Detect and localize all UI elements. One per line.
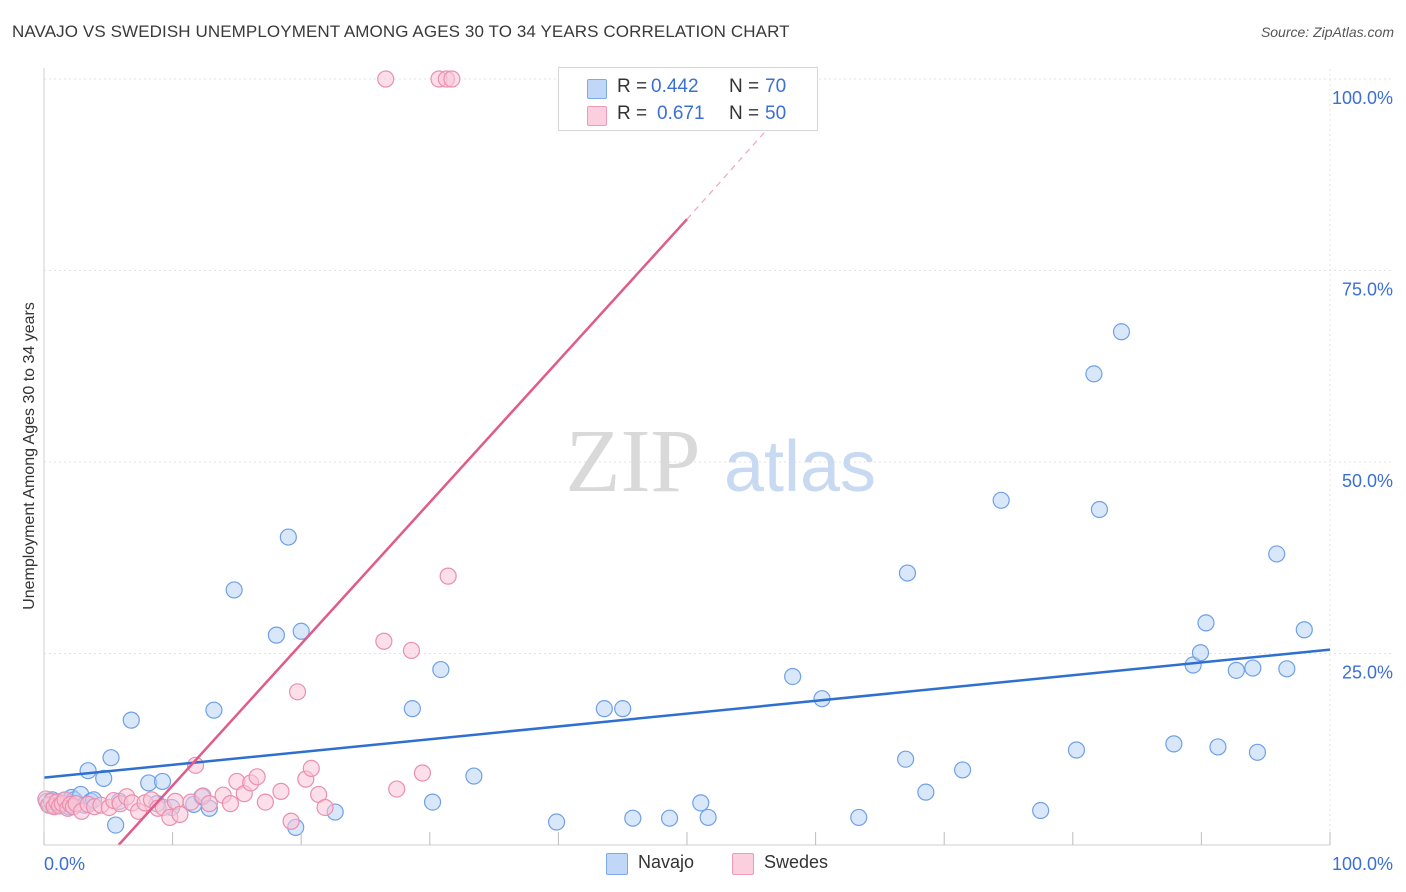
navajo-point: [1244, 659, 1262, 677]
legend-n-navajo: 70: [765, 76, 787, 97]
legend-n-label: N =: [729, 103, 760, 124]
y-tick-label: 50.0%: [1342, 471, 1393, 491]
navajo-point: [953, 761, 972, 779]
swedes-point: [256, 793, 274, 811]
swedes-point: [282, 812, 300, 830]
watermark-zip: ZIP: [566, 412, 701, 511]
swedes-points: [37, 70, 461, 830]
navajo-point: [95, 769, 113, 787]
navajo-point: [614, 700, 632, 718]
y-tick-label: 100.0%: [1332, 88, 1393, 108]
y-tick-label: 25.0%: [1342, 663, 1393, 683]
swedes-point: [443, 70, 461, 88]
swedes-point: [316, 798, 334, 817]
navajo-point: [1268, 545, 1286, 563]
x-tick-label: 100.0%: [1332, 854, 1393, 874]
swedes-point: [302, 759, 320, 778]
y-axis-label: Unemployment Among Ages 30 to 34 years: [21, 302, 38, 610]
navajo-point: [403, 700, 421, 718]
navajo-point: [692, 794, 710, 812]
legend-n-label: N =: [729, 76, 760, 97]
swedes-point: [413, 764, 432, 782]
navajo-point: [850, 808, 868, 827]
y-tick-label: 75.0%: [1342, 280, 1393, 300]
source-label: Source: ZipAtlas.com: [1260, 24, 1394, 40]
navajo-point: [102, 749, 120, 767]
swedes-point: [272, 782, 290, 800]
swedes-point: [375, 632, 393, 650]
navajo-point: [432, 660, 450, 679]
navajo-point: [79, 762, 97, 780]
navajo-point: [153, 772, 172, 791]
series-legend: Navajo Swedes: [0, 852, 1406, 878]
navajo-point: [917, 783, 935, 801]
navajo-point: [624, 809, 642, 827]
navajo-point: [660, 809, 679, 827]
legend-r-label: R =: [617, 103, 648, 124]
navajo-point: [1197, 614, 1215, 632]
navajo-point: [122, 711, 140, 729]
navajo-point: [292, 622, 310, 640]
navajo-point: [1191, 644, 1210, 662]
legend-swatch-swedes: [732, 853, 754, 875]
navajo-point: [595, 700, 613, 718]
navajo-point: [1085, 365, 1103, 383]
legend-swatch-swedes: [587, 106, 607, 126]
navajo-point: [1209, 738, 1227, 756]
navajo-point: [465, 767, 483, 785]
navajo-point: [267, 626, 285, 644]
legend-n-swedes: 50: [765, 103, 787, 124]
navajo-point: [897, 750, 915, 768]
swedes-trend-line: [117, 218, 688, 846]
swedes-point: [200, 795, 218, 813]
swedes-point: [402, 641, 421, 660]
chart-title: NAVAJO VS SWEDISH UNEMPLOYMENT AMONG AGE…: [12, 22, 790, 41]
navajo-point: [1067, 741, 1086, 759]
legend-r-label: R =: [617, 76, 648, 97]
swedes-point: [171, 805, 189, 823]
swedes-point: [221, 795, 240, 813]
navajo-point: [699, 808, 717, 827]
navajo-point: [1032, 801, 1050, 820]
watermark-atlas: atlas: [724, 427, 876, 507]
stats-legend: R = 0.442 N = 70 R = 0.671 N = 50: [558, 67, 818, 131]
legend-swatch-navajo: [587, 79, 607, 99]
navajo-point: [898, 564, 917, 582]
navajo-point: [992, 491, 1010, 509]
navajo-point: [1090, 500, 1109, 519]
x-tick-label: 0.0%: [44, 854, 85, 874]
navajo-point: [1278, 660, 1296, 678]
swedes-point: [377, 70, 395, 88]
axes: 100.0% 75.0% 50.0% 25.0% 0.0% 100.0%: [43, 68, 1393, 874]
navajo-point: [1248, 743, 1267, 761]
swedes-point: [388, 780, 406, 798]
legend-swatch-navajo: [606, 853, 628, 875]
navajo-point: [1165, 735, 1183, 753]
gridlines: [44, 69, 1392, 845]
navajo-point: [423, 793, 442, 811]
legend-label-navajo: Navajo: [638, 852, 695, 872]
navajo-point: [225, 581, 243, 599]
navajo-point: [107, 816, 125, 834]
navajo-point: [1227, 661, 1245, 679]
navajo-point: [1295, 621, 1313, 639]
legend-label-swedes: Swedes: [764, 852, 829, 872]
navajo-trend-line: [43, 648, 1331, 779]
navajo-point: [547, 813, 566, 831]
legend-r-navajo: 0.442: [651, 76, 699, 97]
navajo-point: [784, 667, 802, 686]
navajo-point: [279, 528, 297, 546]
swedes-point: [248, 768, 266, 786]
legend-r-swedes: 0.671: [657, 103, 705, 124]
swedes-point: [288, 683, 307, 701]
navajo-point: [1112, 323, 1131, 341]
navajo-point: [205, 701, 223, 719]
swedes-point: [439, 567, 457, 585]
